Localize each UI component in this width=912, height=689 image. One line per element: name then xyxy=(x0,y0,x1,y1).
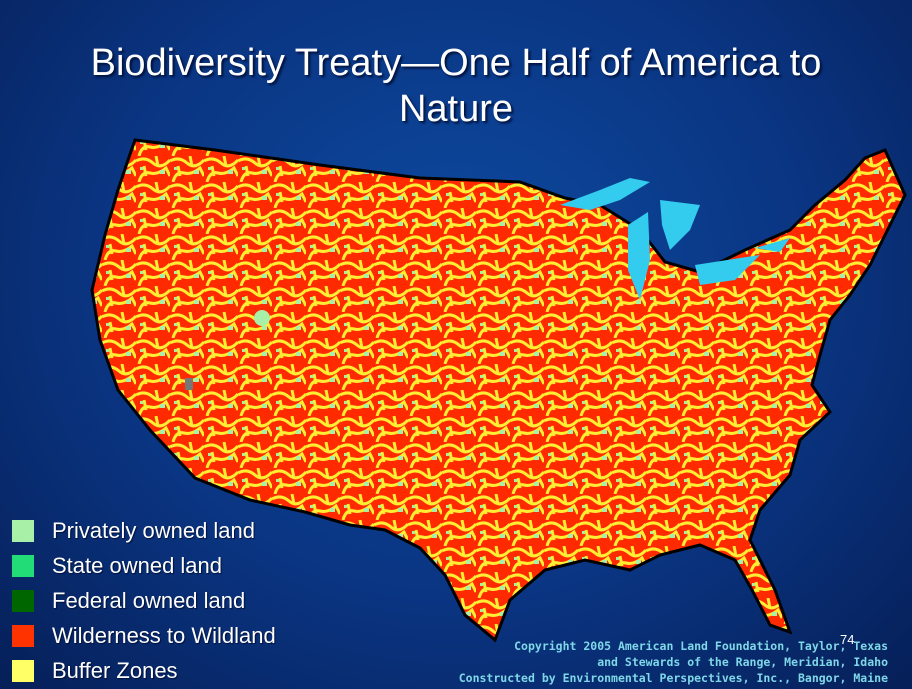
page-number: 74 xyxy=(840,632,855,647)
legend-swatch xyxy=(12,554,34,577)
patch xyxy=(185,378,193,390)
legend-swatch xyxy=(12,589,34,612)
legend: Privately owned land State owned land Fede… xyxy=(12,513,276,688)
lake xyxy=(254,310,270,326)
legend-item: State owned land xyxy=(12,548,276,583)
copyright-line: Constructed by Environmental Perspective… xyxy=(458,671,888,685)
legend-item: Federal owned land xyxy=(12,583,276,618)
copyright-line: and Stewards of the Range, Meridian, Ida… xyxy=(597,655,888,669)
legend-item: Buffer Zones xyxy=(12,653,276,688)
legend-item: Privately owned land xyxy=(12,513,276,548)
legend-label: Federal owned land xyxy=(52,587,246,613)
legend-label: Privately owned land xyxy=(52,517,256,543)
legend-item: Wilderness to Wildland xyxy=(12,618,276,653)
slide-title: Biodiversity Treaty—One Half of America … xyxy=(90,42,822,130)
legend-label: State owned land xyxy=(52,552,223,578)
great-lakes xyxy=(560,178,790,300)
legend-label: Wilderness to Wildland xyxy=(52,622,276,648)
legend-swatch xyxy=(12,659,34,682)
legend-swatch xyxy=(12,624,34,647)
copyright: Copyright 2005 American Land Foundation,… xyxy=(459,638,888,686)
legend-label: Buffer Zones xyxy=(52,657,178,683)
legend-swatch xyxy=(12,519,34,542)
copyright-line: Copyright 2005 American Land Foundation,… xyxy=(514,639,888,653)
